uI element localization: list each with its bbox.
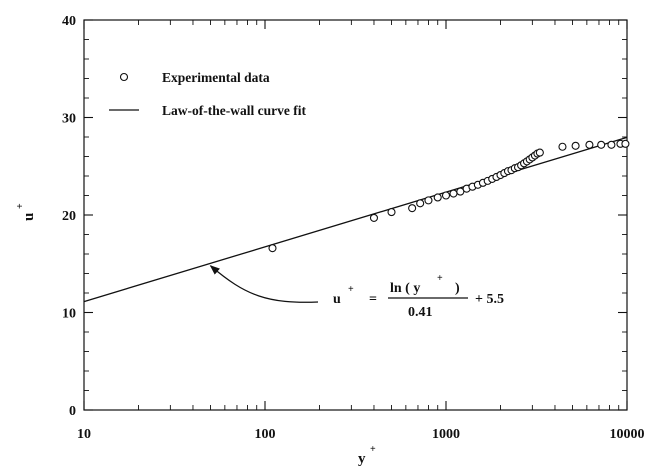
svg-text:+: +: [15, 203, 26, 209]
legend-label-fit: Law-of-the-wall curve fit: [162, 103, 306, 118]
x-tick-label: 1000: [432, 427, 460, 442]
equation-annotation: u + = ln ( y + ) 0.41 + 5.5: [209, 265, 504, 320]
experimental-data-series: [268, 139, 630, 253]
minor-ticks: [84, 20, 627, 410]
x-tick-label: 10000: [610, 427, 645, 442]
legend-marker-experimental: [119, 72, 129, 82]
svg-text:u: u: [21, 213, 37, 221]
data-point: [621, 139, 630, 148]
x-tick-label: 100: [255, 427, 276, 442]
y-tick-label: 10: [62, 307, 76, 322]
data-point: [387, 208, 396, 217]
svg-text:+: +: [437, 273, 443, 284]
y-tick-label: 40: [62, 14, 76, 29]
data-point: [535, 148, 544, 157]
fit-line-series: [83, 136, 628, 303]
y-tick-label: 30: [62, 112, 76, 127]
data-point: [449, 189, 458, 198]
legend-label-experimental: Experimental data: [162, 70, 270, 85]
major-ticks: [83, 19, 628, 411]
y-tick-label: 0: [69, 404, 76, 419]
data-point: [607, 140, 616, 149]
svg-text:ln ( y: ln ( y: [390, 281, 420, 296]
y-tick-label: 20: [62, 209, 76, 224]
law-of-the-wall-line: [83, 136, 628, 303]
data-point: [268, 244, 277, 253]
data-point: [408, 204, 417, 213]
svg-text:0.41: 0.41: [408, 305, 433, 320]
data-point: [441, 191, 451, 200]
svg-text:): ): [455, 281, 460, 296]
svg-text:u: u: [333, 292, 341, 307]
data-point: [433, 193, 442, 202]
data-point: [571, 141, 580, 150]
x-axis-title: y +: [358, 444, 376, 467]
svg-text:+ 5.5: + 5.5: [475, 292, 504, 307]
annotation-arrow: [209, 265, 319, 303]
data-point: [585, 140, 594, 149]
data-point: [369, 213, 379, 222]
y-axis-title: u +: [15, 203, 37, 221]
data-point: [424, 196, 433, 205]
svg-text:y: y: [358, 451, 366, 467]
legend: Experimental data Law-of-the-wall curve …: [109, 70, 306, 118]
x-tick-label: 10: [77, 427, 91, 442]
data-point: [597, 140, 606, 149]
data-point: [416, 199, 425, 208]
data-point: [558, 142, 567, 151]
svg-text:+: +: [370, 444, 376, 455]
svg-text:+: +: [348, 284, 354, 295]
svg-text:=: =: [369, 292, 377, 307]
